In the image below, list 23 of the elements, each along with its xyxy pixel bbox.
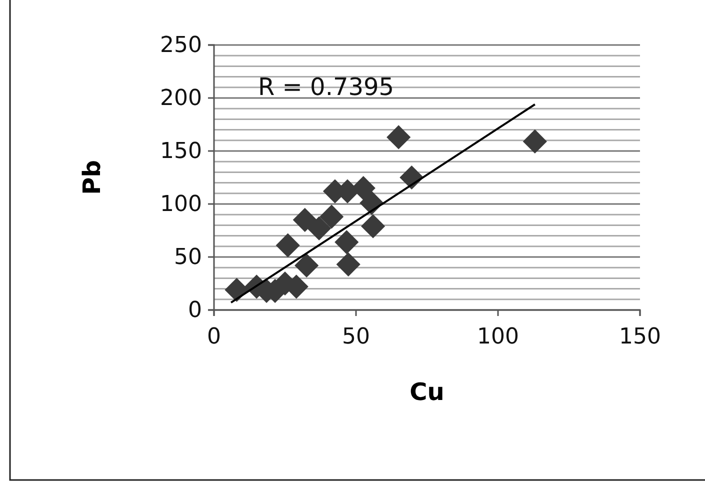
point xyxy=(294,253,319,278)
y-tick-label: 150 xyxy=(160,139,202,164)
point xyxy=(334,230,359,254)
point xyxy=(361,214,386,238)
x-tick-label: 150 xyxy=(619,324,661,350)
y-axis-title: Pb xyxy=(78,160,106,195)
y-tick-label: 200 xyxy=(160,86,202,112)
y-tick-label: 50 xyxy=(174,245,202,270)
point xyxy=(386,125,411,150)
point xyxy=(307,216,332,240)
annotation: R = 0.7395 xyxy=(258,73,394,101)
x-tick-label: 100 xyxy=(477,324,519,350)
point xyxy=(320,204,344,229)
y-tick-label: 0 xyxy=(188,298,202,324)
x-axis-title: Cu xyxy=(410,378,444,406)
point xyxy=(336,252,360,276)
y-tick-label: 100 xyxy=(160,192,202,218)
x-tick-label: 50 xyxy=(342,324,370,350)
y-tick-label: 250 xyxy=(160,33,202,58)
point xyxy=(276,233,300,258)
point xyxy=(292,208,317,232)
point xyxy=(522,129,547,154)
x-tick-label: 0 xyxy=(207,324,221,350)
